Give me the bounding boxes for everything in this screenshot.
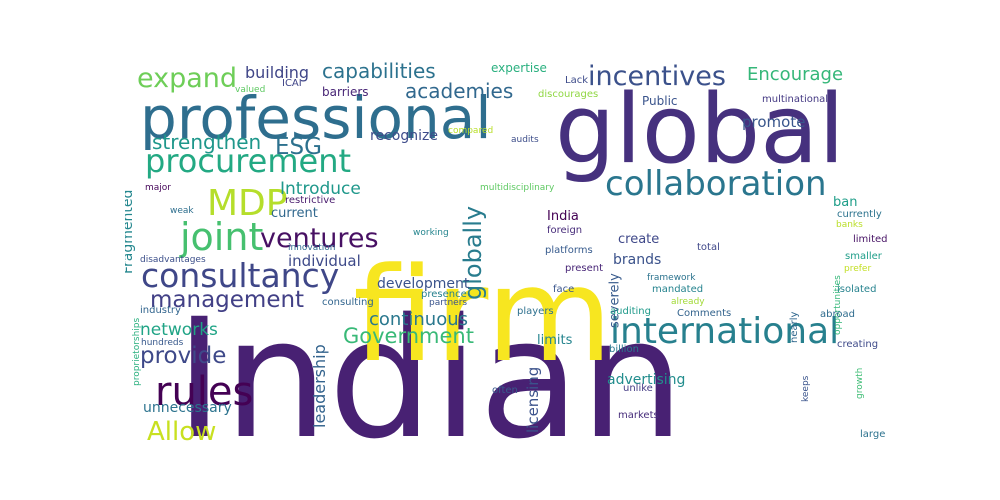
word-multidisciplinary: multidisciplinary	[480, 183, 555, 193]
word-keeps: keeps	[801, 375, 811, 402]
word-face: face	[553, 284, 574, 295]
word-consultancy: consultancy	[141, 256, 339, 295]
word-present: present	[565, 263, 603, 274]
word-working: working	[413, 228, 449, 238]
word-create: create	[618, 232, 659, 247]
word-prefer: prefer	[844, 264, 871, 274]
word-ventures: ventures	[260, 223, 379, 254]
word-collaboration: collaboration	[605, 164, 827, 204]
word-presence: presence	[421, 289, 467, 300]
word-restrictive: restrictive	[285, 195, 335, 206]
word-discourages: discourages	[538, 89, 598, 100]
word-smaller: smaller	[845, 251, 883, 262]
word-continuous: continuous	[369, 309, 468, 330]
word-proprietorships: proprietorships	[132, 317, 142, 386]
word-professional: professional	[140, 84, 491, 152]
word-compared: compared	[448, 126, 493, 136]
word-severely: severely	[607, 273, 622, 328]
word-large: large	[860, 429, 885, 440]
word-expand: expand	[137, 63, 237, 94]
word-hundreds: hundreds	[141, 338, 184, 348]
word-isolated: isolated	[837, 284, 876, 295]
word-opportunities: opportunities	[833, 275, 843, 335]
word-ban: ban	[833, 195, 857, 210]
word-icai: ICAI	[282, 78, 302, 89]
word-players: players	[517, 306, 554, 317]
word-major: major	[145, 183, 171, 193]
word-global: global	[555, 75, 845, 185]
word-firm: firm	[353, 239, 613, 391]
word-unlike: unlike	[623, 383, 653, 394]
word-allow: Allow	[147, 417, 216, 445]
word-abroad: abroad	[820, 309, 855, 320]
word-comments: Comments	[677, 308, 731, 319]
word-globally: globally	[459, 206, 487, 300]
word-networks: networks	[140, 320, 218, 340]
word-promote: promote	[742, 113, 805, 131]
word-already: already	[671, 297, 705, 307]
word-partners: partners	[429, 298, 467, 308]
word-disadvantages: disadvantages	[140, 255, 206, 265]
word-indian: Indian	[175, 283, 685, 445]
word-fragmented: Fragmented	[125, 190, 136, 274]
word-incentives: incentives	[588, 61, 726, 92]
word-licensing: licensing	[524, 367, 542, 433]
word-government: Government	[343, 324, 474, 348]
word-weak: weak	[170, 206, 194, 216]
word-auditing: auditing	[610, 306, 651, 317]
word-individual: individual	[288, 252, 361, 270]
word-encourage: Encourage	[747, 64, 843, 85]
word-industry: industry	[140, 305, 181, 316]
word-india: India	[547, 209, 579, 224]
word-academies: academies	[405, 79, 513, 103]
word-esg: ESG	[275, 134, 322, 160]
word-recognize: recognize	[370, 128, 438, 144]
word-billion: billion	[609, 344, 639, 355]
word-total: total	[697, 242, 720, 253]
word-limits: limits	[537, 333, 573, 348]
word-markets: markets	[618, 410, 659, 421]
word-mdp: MDP	[207, 183, 288, 224]
word-multinational: multinational	[762, 94, 828, 105]
word-international: international	[610, 311, 839, 352]
word-currently: currently	[837, 209, 882, 220]
word-unnecessary: unnecessary	[143, 400, 232, 416]
word-procurement: procurement	[145, 142, 351, 180]
word-often: often	[492, 385, 518, 396]
word-leadership: leadership	[310, 344, 329, 428]
word-innovation: innovation	[288, 243, 336, 253]
word-consulting: consulting	[322, 297, 374, 308]
word-lack: Lack	[565, 75, 588, 86]
word-foreign: foreign	[547, 225, 582, 236]
word-valued: valued	[235, 85, 265, 95]
word-cloud: Indian firm global professional internationa…	[125, 60, 900, 445]
word-public: Public	[642, 94, 678, 108]
word-barriers: barriers	[322, 85, 369, 99]
word-advertising: advertising	[607, 372, 685, 388]
word-framework: framework	[647, 273, 696, 283]
word-growth: growth	[855, 368, 865, 399]
word-expertise: expertise	[491, 61, 547, 75]
word-creating: creating	[837, 339, 878, 350]
word-platforms: platforms	[545, 245, 593, 256]
word-current: current	[271, 206, 318, 221]
word-banks: banks	[836, 220, 863, 230]
word-building: building	[245, 63, 309, 82]
word-provide: provide	[140, 343, 226, 369]
word-introduce: Introduce	[280, 179, 361, 199]
word-strengthen: strengthen	[152, 130, 261, 154]
word-capabilities: capabilities	[322, 60, 436, 83]
word-audits: audits	[511, 135, 539, 145]
word-mandated: mandated	[652, 284, 703, 295]
word-rules: rules	[155, 369, 253, 415]
word-brands: brands	[613, 252, 661, 268]
word-development: development	[377, 276, 470, 292]
word-management: management	[150, 287, 304, 313]
word-nearly: nearly	[789, 311, 800, 343]
word-limited: limited	[853, 234, 888, 245]
word-joint: joint	[179, 215, 263, 259]
